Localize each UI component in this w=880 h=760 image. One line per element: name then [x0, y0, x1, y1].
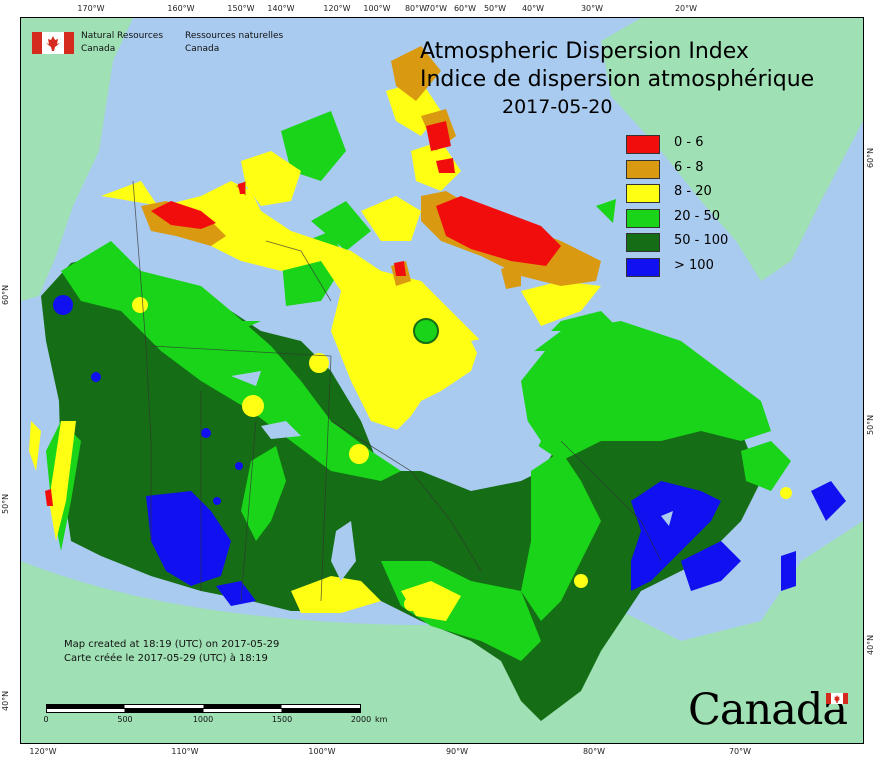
credit-french: Carte créée le 2017-05-29 (UTC) à 18:19 — [64, 653, 268, 664]
legend-swatch — [626, 233, 660, 252]
legend-label: 6 - 8 — [674, 159, 704, 175]
top-longitude-label: 80°W — [404, 4, 428, 13]
right-latitude-label: 40°N — [866, 634, 875, 655]
foreign-land — [21, 18, 863, 743]
bottom-longitude-label: 100°W — [308, 747, 336, 756]
legend-item: 6 - 8 — [626, 158, 786, 179]
map-title: Atmospheric Dispersion Index Indice de d… — [420, 38, 814, 120]
canada-wordmark: Canada — [688, 685, 848, 735]
top-longitude-label: 140°W — [267, 4, 295, 13]
scale-label: 1000 — [192, 715, 214, 724]
canada-flag-icon — [32, 32, 74, 54]
adi-region — [53, 295, 846, 606]
bottom-longitude-label: 70°W — [728, 747, 752, 756]
org-en-line-1: Natural Resources — [81, 31, 164, 41]
title-french: Indice de dispersion atmosphérique — [420, 67, 815, 92]
island — [596, 199, 616, 223]
title-english: Atmospheric Dispersion Index — [420, 39, 749, 64]
bottom-longitude-label: 90°W — [445, 747, 469, 756]
left-latitude-label: 60°N — [1, 284, 10, 305]
right-latitude-label: 50°N — [866, 414, 875, 435]
legend-label: 20 - 50 — [674, 208, 721, 224]
org-name-en: Natural Resources Canada — [81, 30, 163, 56]
org-fr-line-1: Ressources naturelles — [185, 31, 284, 41]
credit-english: Map created at 18:19 (UTC) on 2017-05-29 — [64, 639, 280, 650]
hudson-bay — [396, 331, 561, 471]
scale-label: 500 — [117, 715, 133, 724]
left-latitude-label: 40°N — [1, 690, 10, 711]
scale-bar: 0 500 1000 1500 2000 km — [43, 704, 387, 724]
legend-item: 50 - 100 — [626, 231, 786, 252]
right-latitude-label: 60°N — [866, 147, 875, 168]
legend-item: 8 - 20 — [626, 182, 786, 203]
org-name-fr: Ressources naturelles Canada — [185, 30, 283, 56]
top-longitude-label: 170°W — [77, 4, 105, 13]
top-longitude-label: 40°W — [521, 4, 545, 13]
scale-label: 1500 — [271, 715, 293, 724]
left-latitude-label: 50°N — [1, 493, 10, 514]
provincial-boundaries — [132, 180, 662, 602]
map-date: 2017-05-20 — [502, 96, 613, 118]
bottom-longitude-label: 120°W — [29, 747, 57, 756]
legend-label: 50 - 100 — [674, 233, 729, 248]
legend-item: 20 - 50 — [626, 207, 786, 228]
scale-bar-graphic — [46, 704, 361, 713]
map-credit: Map created at 18:19 (UTC) on 2017-05-29… — [64, 638, 279, 666]
legend-swatch — [626, 184, 660, 203]
legend-item: 0 - 6 — [626, 133, 786, 154]
legend-item: > 100 — [626, 256, 786, 277]
legend-swatch — [626, 135, 660, 154]
top-longitude-label: 100°W — [363, 4, 391, 13]
scale-label: 2000 — [350, 715, 372, 724]
legend-swatch — [626, 208, 660, 228]
map-canvas[interactable] — [20, 17, 864, 744]
legend-label: 0 - 6 — [674, 135, 704, 150]
legend-swatch — [626, 257, 660, 277]
top-longitude-label: 120°W — [323, 4, 351, 13]
bottom-longitude-label: 110°W — [171, 747, 199, 756]
legend-label: > 100 — [674, 257, 714, 273]
top-longitude-label: 160°W — [167, 4, 195, 13]
top-longitude-label: 60°W — [453, 4, 477, 13]
adi-region — [29, 81, 792, 621]
scale-unit: km — [375, 715, 388, 724]
top-longitude-label: 50°W — [483, 4, 507, 13]
top-longitude-label: 20°W — [674, 4, 698, 13]
adi-region — [45, 121, 561, 506]
wordmark-flag-icon — [826, 693, 848, 704]
top-longitude-label: 30°W — [580, 4, 604, 13]
top-longitude-label: 150°W — [227, 4, 255, 13]
legend-swatch — [626, 159, 660, 179]
scale-label: 0 — [43, 715, 49, 724]
legend-label: 8 - 20 — [674, 184, 712, 199]
bottom-longitude-label: 80°W — [582, 747, 606, 756]
org-fr-line-2: Canada — [185, 44, 220, 54]
lakes — [231, 318, 673, 581]
org-en-line-2: Canada — [81, 44, 116, 54]
top-longitude-label: 70°W — [424, 4, 448, 13]
